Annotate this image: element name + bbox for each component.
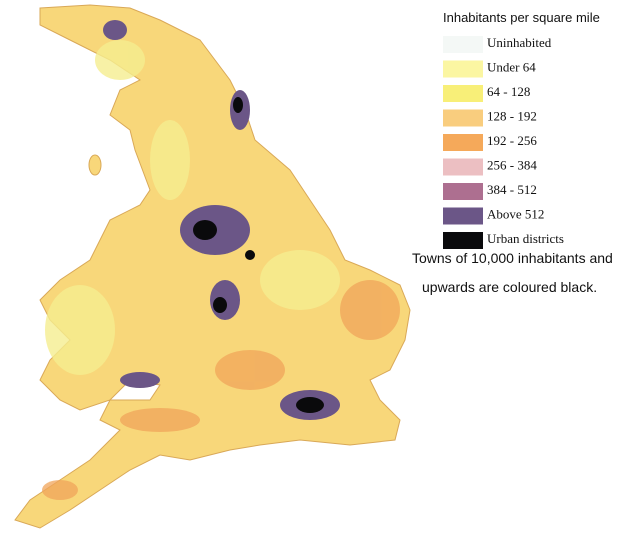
light-areas bbox=[45, 40, 340, 375]
legend-label: 384 - 512 bbox=[487, 182, 537, 197]
legend-label: Urban districts bbox=[487, 231, 564, 246]
legend-swatch bbox=[443, 158, 483, 176]
legend-title: Inhabitants per square mile bbox=[443, 10, 600, 25]
legend-label: 64 - 128 bbox=[487, 84, 530, 99]
legend-swatch bbox=[443, 109, 483, 127]
legend-label: Uninhabited bbox=[487, 35, 552, 50]
land bbox=[14, 4, 411, 529]
legend: Uninhabited Under 64 64 - 128 128 - 192 192 … bbox=[443, 35, 564, 249]
legend-label: 192 - 256 bbox=[487, 133, 537, 148]
legend-label: 128 - 192 bbox=[487, 108, 537, 123]
legend-swatch bbox=[443, 60, 483, 78]
urban-areas bbox=[193, 97, 324, 413]
legend-label: Above 512 bbox=[487, 206, 544, 221]
legend-swatch bbox=[443, 207, 483, 225]
legend-swatch bbox=[443, 183, 483, 200]
note-line: upwards are coloured black. bbox=[422, 279, 597, 295]
legend-label: Under 64 bbox=[487, 59, 536, 74]
legend-swatch bbox=[443, 134, 483, 151]
legend-swatch bbox=[443, 85, 483, 102]
legend-label: 256 - 384 bbox=[487, 157, 537, 172]
isle-of-man bbox=[88, 154, 102, 176]
note-line: Towns of 10,000 inhabitants and bbox=[412, 250, 613, 266]
legend-swatch bbox=[443, 36, 483, 53]
legend-swatch bbox=[443, 232, 483, 249]
medium-areas bbox=[42, 280, 400, 500]
map bbox=[14, 4, 411, 529]
